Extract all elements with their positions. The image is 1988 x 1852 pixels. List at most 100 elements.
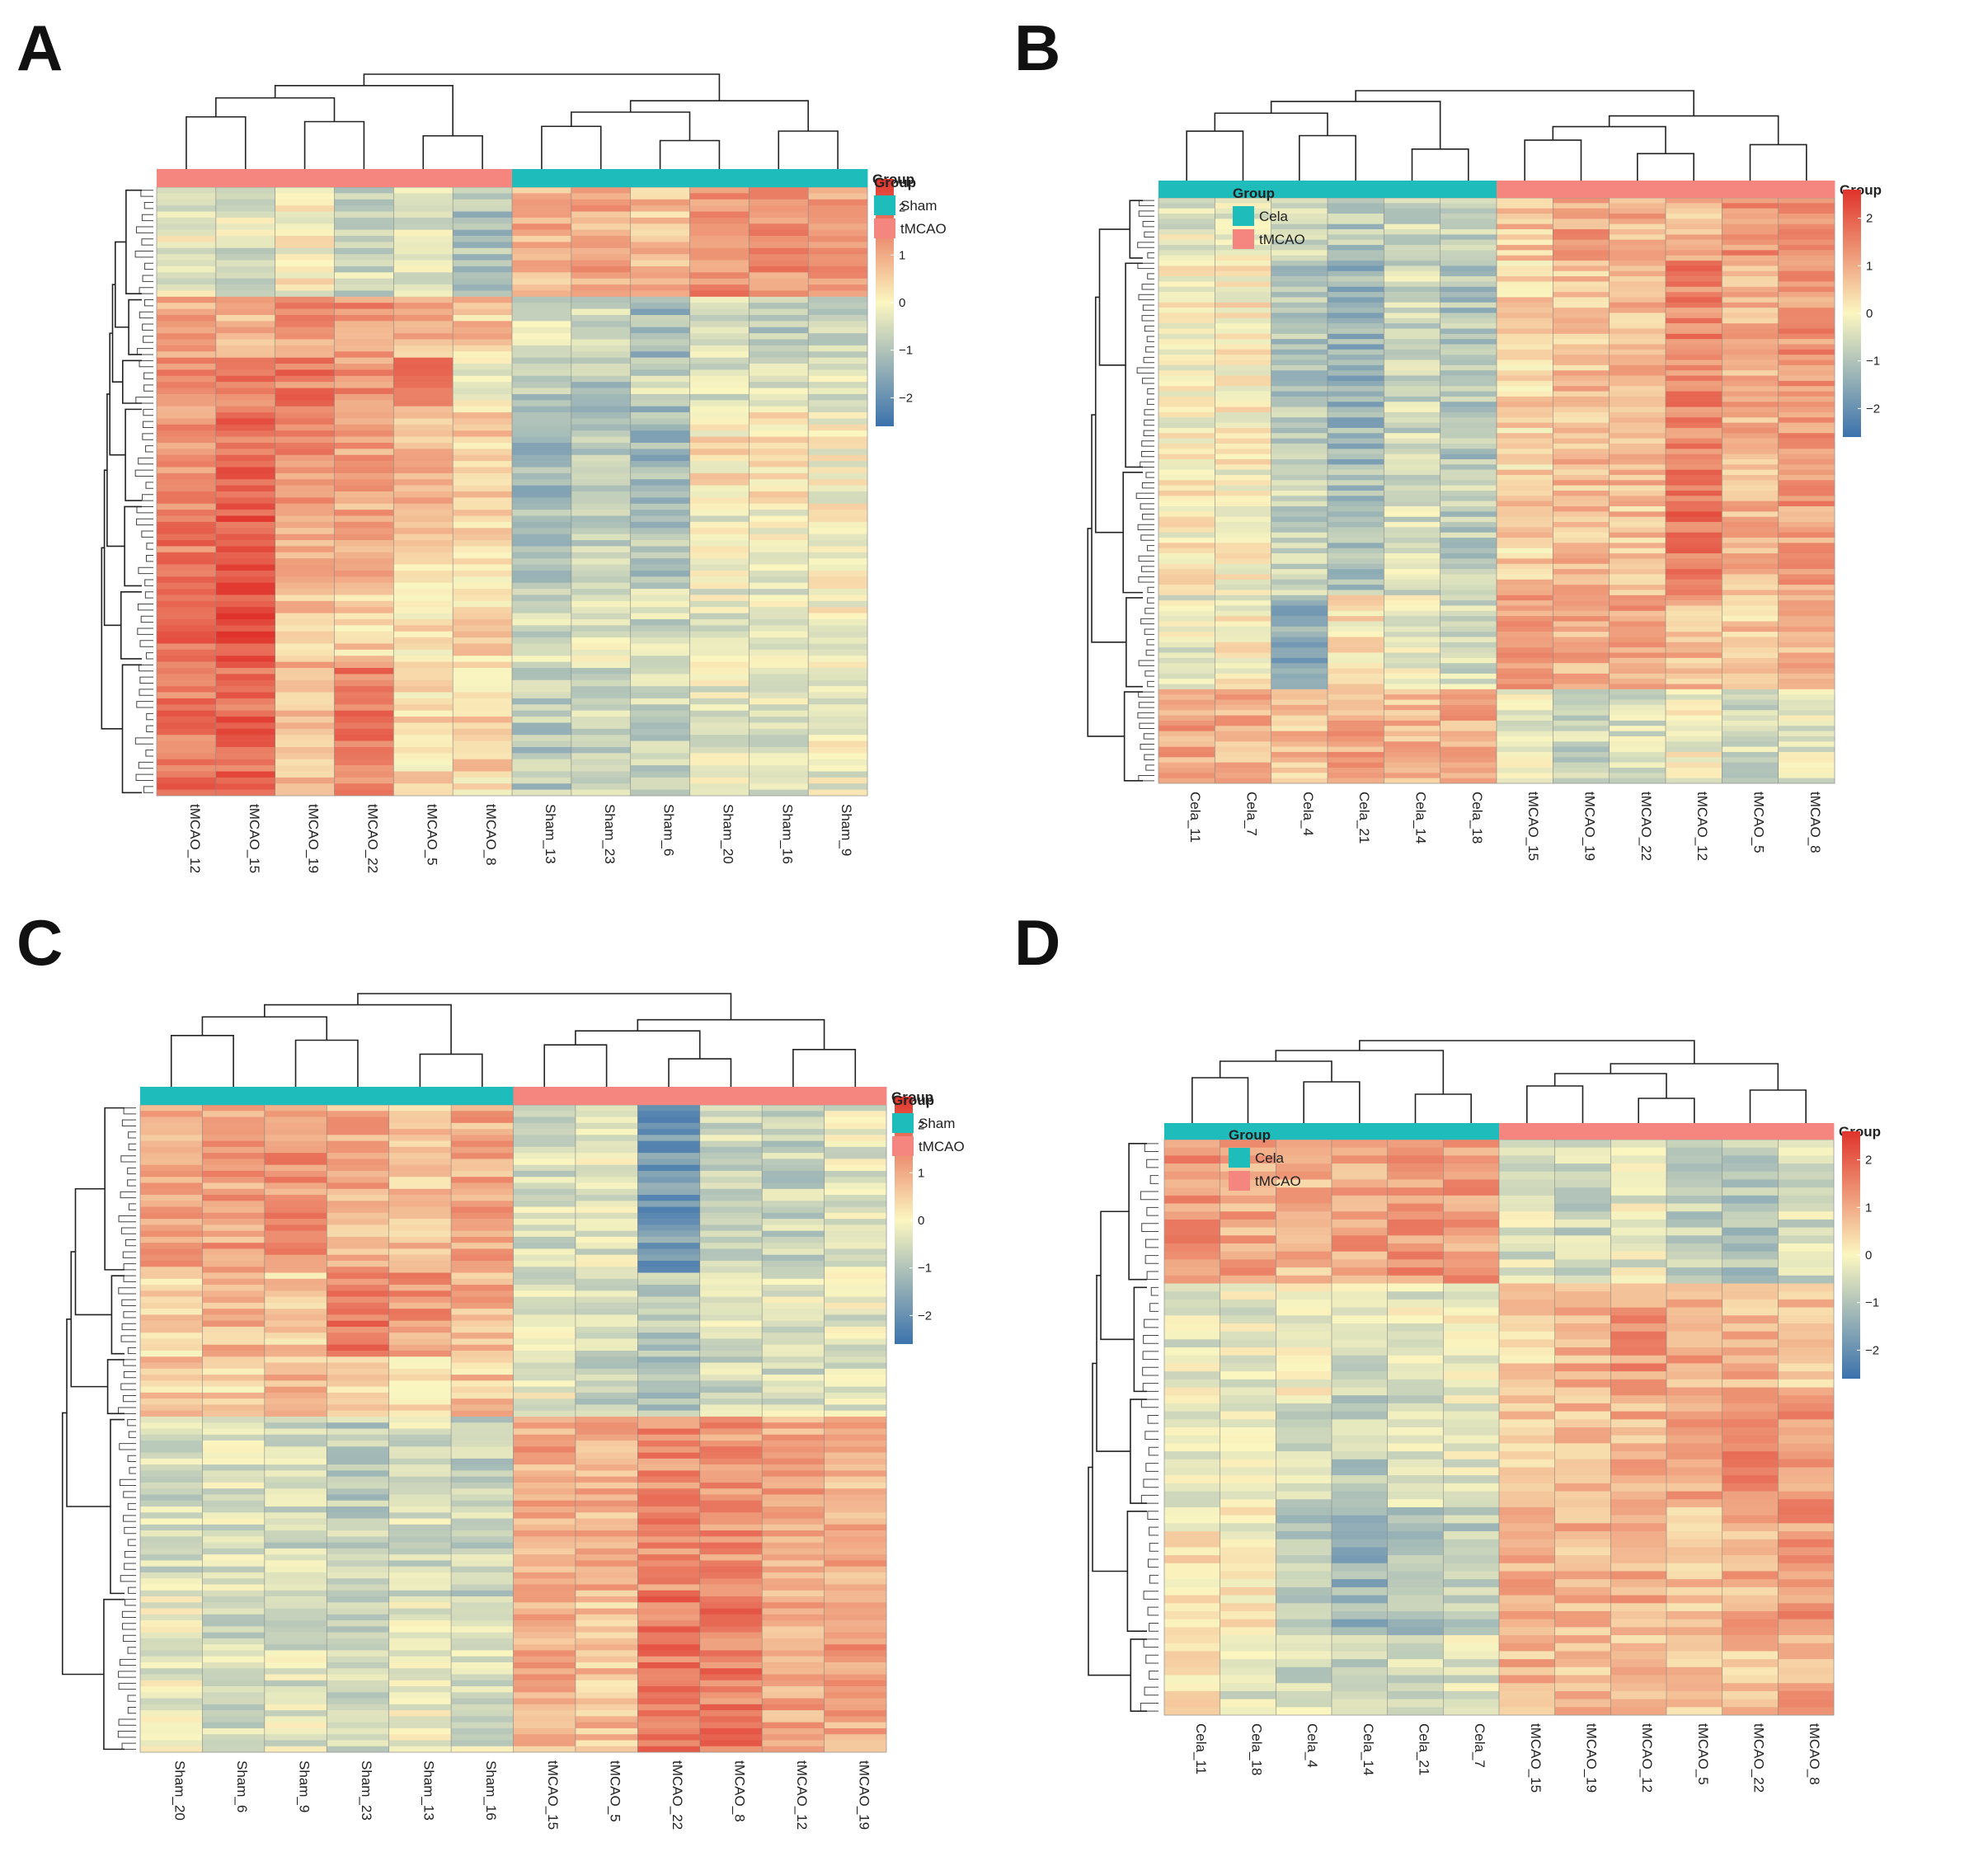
heatmap-cell bbox=[1384, 689, 1440, 695]
heatmap-cell bbox=[824, 1254, 887, 1262]
heatmap-cell bbox=[202, 1410, 266, 1417]
heatmap-cell bbox=[140, 1122, 203, 1130]
heatmap-cell bbox=[1328, 454, 1384, 460]
heatmap-cell bbox=[575, 1146, 638, 1154]
heatmap-cell bbox=[749, 424, 809, 431]
heatmap-cell bbox=[275, 357, 335, 364]
heatmap-cell bbox=[1220, 1339, 1276, 1348]
heatmap-cell bbox=[1553, 538, 1610, 543]
heatmap-cell bbox=[1609, 558, 1666, 565]
heatmap-cell bbox=[1271, 308, 1328, 313]
heatmap-cell bbox=[1722, 1171, 1779, 1180]
heatmap-cell bbox=[1220, 1323, 1276, 1332]
heatmap-cell bbox=[1666, 454, 1722, 460]
heatmap-cell bbox=[157, 686, 217, 693]
heatmap-cell bbox=[1440, 704, 1497, 711]
heatmap-cell bbox=[275, 308, 335, 316]
heatmap-cell bbox=[1778, 328, 1835, 335]
heatmap-cell bbox=[1440, 344, 1497, 350]
heatmap-cell bbox=[264, 1464, 327, 1471]
heatmap-cell bbox=[1722, 355, 1779, 360]
heatmap-cell bbox=[1328, 538, 1384, 543]
heatmap-cell bbox=[1497, 736, 1553, 742]
heatmap-cell bbox=[1497, 261, 1553, 266]
heatmap-cell bbox=[1554, 1531, 1611, 1540]
heatmap-cell bbox=[1271, 553, 1328, 559]
heatmap-cell bbox=[762, 1518, 825, 1525]
heatmap-cell bbox=[275, 211, 335, 219]
heatmap-cell bbox=[637, 1230, 701, 1238]
heatmap-cell bbox=[215, 637, 275, 644]
heatmap-cell bbox=[275, 497, 335, 505]
heatmap-cell bbox=[157, 442, 217, 449]
heatmap-cell bbox=[689, 400, 750, 407]
heatmap-cell bbox=[762, 1111, 825, 1117]
heatmap-cell bbox=[1553, 438, 1610, 444]
heatmap-cell bbox=[637, 1524, 701, 1531]
heatmap-cell bbox=[1332, 1275, 1388, 1284]
heatmap-cell bbox=[1164, 1323, 1220, 1332]
heatmap-cell bbox=[762, 1602, 825, 1609]
heatmap-cell bbox=[1666, 250, 1722, 256]
heatmap-cell bbox=[571, 582, 631, 590]
heatmap-cell bbox=[275, 345, 335, 352]
heatmap-cell bbox=[1554, 1140, 1611, 1148]
heatmap-cell bbox=[824, 1260, 887, 1267]
heatmap-cell bbox=[1384, 270, 1440, 277]
heatmap-cell bbox=[1215, 464, 1271, 470]
heatmap-cell bbox=[1328, 496, 1384, 501]
heatmap-cell bbox=[699, 1626, 763, 1633]
heatmap-cell bbox=[762, 1644, 825, 1651]
heatmap-cell bbox=[1610, 1339, 1667, 1348]
heatmap-cell bbox=[215, 436, 275, 444]
column-label: tMCAO_19 bbox=[306, 804, 322, 873]
heatmap-cell bbox=[275, 753, 335, 760]
heatmap-cell bbox=[637, 1470, 701, 1477]
heatmap-cell bbox=[1666, 741, 1722, 747]
heatmap-cell bbox=[1332, 1586, 1388, 1596]
heatmap-cell bbox=[512, 400, 572, 407]
heatmap-cell bbox=[824, 1182, 887, 1190]
heatmap-cell bbox=[1609, 433, 1666, 439]
heatmap-cell bbox=[1215, 726, 1271, 731]
heatmap-cell bbox=[749, 521, 809, 529]
heatmap-cell bbox=[689, 679, 750, 687]
heatmap-cell bbox=[575, 1380, 638, 1387]
heatmap-cell bbox=[388, 1644, 452, 1651]
heatmap-cell bbox=[275, 187, 335, 194]
heatmap-cell bbox=[689, 668, 750, 675]
heatmap-cell bbox=[388, 1230, 452, 1238]
heatmap-cell bbox=[451, 1536, 514, 1543]
row-dendrogram-link bbox=[123, 1311, 136, 1318]
column-label: tMCAO_5 bbox=[424, 804, 439, 866]
heatmap-cell bbox=[451, 1644, 514, 1651]
heatmap-cell bbox=[264, 1626, 327, 1633]
heatmap-cell bbox=[512, 698, 572, 705]
heatmap-cell bbox=[637, 1243, 701, 1249]
heatmap-cell bbox=[1158, 270, 1215, 277]
heatmap-cell bbox=[1271, 427, 1328, 434]
heatmap-cell bbox=[157, 247, 217, 255]
heatmap-cell bbox=[1384, 261, 1440, 266]
heatmap-cell bbox=[1387, 1539, 1444, 1548]
heatmap-cell bbox=[637, 1362, 701, 1370]
heatmap-cell bbox=[762, 1662, 825, 1669]
heatmap-cell bbox=[571, 503, 631, 510]
heatmap-cell bbox=[451, 1680, 514, 1687]
heatmap-cell bbox=[215, 442, 275, 449]
heatmap-cell bbox=[1384, 411, 1440, 418]
heatmap-cell bbox=[140, 1362, 203, 1370]
heatmap-cell bbox=[1666, 229, 1722, 235]
heatmap-cell bbox=[393, 521, 454, 529]
heatmap-cell bbox=[571, 607, 631, 613]
heatmap-cell bbox=[1328, 360, 1384, 366]
heatmap-cell bbox=[1328, 386, 1384, 392]
heatmap-cell bbox=[512, 740, 572, 748]
heatmap-cell bbox=[202, 1662, 266, 1669]
heatmap-cell bbox=[575, 1422, 638, 1429]
heatmap-cell bbox=[1158, 203, 1215, 209]
heatmap-cell bbox=[140, 1584, 203, 1591]
heatmap-cell bbox=[1384, 642, 1440, 648]
heatmap-cell bbox=[453, 314, 513, 322]
